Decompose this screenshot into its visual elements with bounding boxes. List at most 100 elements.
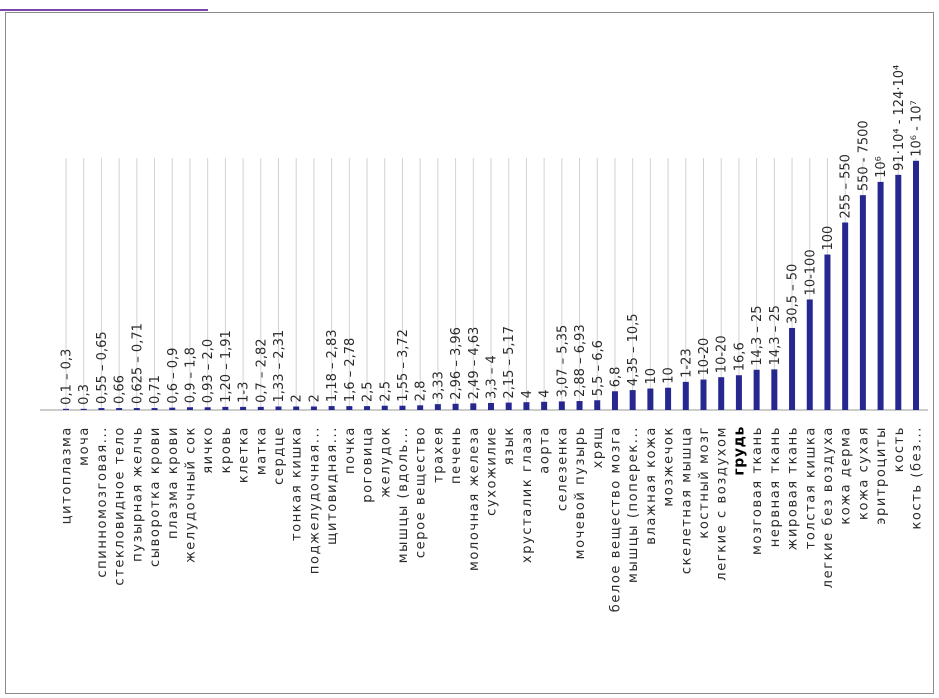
category-tick-label: стекловидное тело bbox=[113, 426, 128, 586]
bar-value-label: 2 bbox=[307, 394, 322, 402]
bar bbox=[470, 403, 477, 410]
bar-value-label: 2,5 bbox=[378, 381, 393, 402]
bar-value-label: 2 bbox=[290, 394, 305, 402]
category-tick-label: тонкая кишка bbox=[290, 426, 305, 541]
bar-value-label: 6,8 bbox=[608, 367, 623, 388]
category-tick-label: яичко bbox=[201, 426, 216, 474]
bar bbox=[204, 407, 211, 410]
bar bbox=[505, 402, 512, 410]
bar-value-label: 91·10⁴ - 124·10⁴ bbox=[892, 65, 907, 171]
chart-frame bbox=[5, 12, 934, 694]
bar bbox=[275, 406, 282, 410]
bar bbox=[417, 405, 424, 410]
bar-value-label: 1,6 – 2,78 bbox=[343, 338, 358, 402]
bar-value-label: 0,1 – 0,3 bbox=[60, 349, 75, 405]
category-tick-label: серое вещество bbox=[414, 426, 429, 558]
bar bbox=[629, 390, 636, 410]
category-tick-label: грудь bbox=[731, 426, 747, 476]
bar bbox=[647, 388, 654, 410]
bar-value-label: 10-100 bbox=[803, 249, 818, 295]
bar bbox=[806, 299, 813, 410]
bar-value-label: 100 bbox=[821, 226, 836, 251]
bar bbox=[859, 195, 866, 410]
bar bbox=[98, 408, 105, 410]
bar bbox=[541, 401, 548, 410]
bar bbox=[399, 405, 406, 410]
bar-value-label: 2,49 – 4,63 bbox=[467, 327, 482, 400]
bar-value-label: 0,93 – 2,0 bbox=[201, 339, 216, 403]
bar-value-label: 1-3 bbox=[237, 382, 252, 403]
bar-value-label: 2,5 bbox=[361, 381, 376, 402]
category-labels: цитоплазма моча спинномозговая... стекловид… bbox=[60, 426, 925, 612]
bar-value-label: 10-20 bbox=[697, 338, 712, 376]
category-tick-label: роговица bbox=[361, 426, 376, 503]
bar-value-label: 0,9 – 1,8 bbox=[183, 347, 198, 403]
category-tick-label: легкие с воздухом bbox=[715, 426, 730, 581]
bar bbox=[789, 327, 796, 410]
category-tick-label: кость bbox=[892, 426, 907, 472]
bar-value-label: 0,6 – 0,9 bbox=[166, 348, 181, 404]
bar bbox=[877, 181, 884, 410]
bar bbox=[700, 379, 707, 410]
bars bbox=[63, 160, 919, 410]
bar bbox=[63, 408, 69, 410]
bar-value-label: 10 bbox=[662, 367, 677, 384]
category-tick-label: мышцы (поперек... bbox=[626, 426, 641, 583]
category-tick-label: белое вещество мозга bbox=[608, 426, 623, 612]
bar-value-label: 10 bbox=[644, 368, 659, 385]
bar-value-label: 10-20 bbox=[715, 335, 730, 373]
bar-value-label: 4 bbox=[538, 390, 553, 398]
bar bbox=[310, 406, 317, 410]
bar-value-label: 10⁶ bbox=[874, 156, 889, 178]
bar-value-label: 255 – 550 bbox=[839, 154, 854, 218]
category-tick-label: спинномозговая... bbox=[95, 426, 110, 578]
category-tick-label: цитоплазма bbox=[60, 426, 75, 524]
category-tick-label: поджелудочная... bbox=[307, 426, 322, 574]
bar-value-label: 1,20 – 1,91 bbox=[219, 330, 234, 403]
bar bbox=[364, 406, 371, 410]
bar bbox=[913, 160, 919, 410]
bar-value-label: 3,33 bbox=[431, 371, 446, 400]
category-tick-label: аорта bbox=[538, 426, 553, 474]
category-tick-label: хрящ bbox=[591, 426, 606, 468]
bar-value-label: 4,35 – 10,5 bbox=[626, 313, 641, 386]
category-tick-label: селезенка bbox=[555, 426, 570, 511]
category-tick-label: мышцы (вдоль... bbox=[396, 426, 411, 563]
bar-value-label: 0,7 – 2,82 bbox=[254, 338, 269, 402]
bar-value-label: 5,5 – 6,6 bbox=[591, 340, 606, 396]
category-tick-label: толстая кишка bbox=[803, 426, 818, 549]
bar bbox=[682, 381, 689, 410]
category-tick-label: желудок bbox=[378, 426, 393, 498]
top-accent-bar bbox=[0, 0, 208, 11]
bar-value-label: 550 - 7500 bbox=[856, 120, 871, 191]
bar bbox=[240, 406, 247, 410]
bar-value-label: 3,3 – 4 bbox=[485, 355, 500, 399]
bar-value-label: 14,3 – 25 bbox=[768, 305, 783, 365]
category-tick-label: почка bbox=[343, 426, 358, 474]
bar-value-label: 0,71 bbox=[148, 375, 163, 404]
category-tick-label: кожа сухая bbox=[856, 426, 871, 520]
bar-value-label: 16,6 bbox=[732, 342, 747, 371]
category-tick-label: жировая ткань bbox=[786, 426, 801, 550]
category-tick-label: моча bbox=[77, 426, 92, 466]
category-tick-label: плазма крови bbox=[166, 426, 181, 539]
bar bbox=[576, 401, 583, 410]
category-tick-label: трахея bbox=[431, 426, 446, 483]
bar-value-label: 2,88 – 6,93 bbox=[573, 324, 588, 397]
bar bbox=[80, 408, 87, 410]
category-tick-label: влажная кожа bbox=[644, 426, 659, 545]
bar-value-label: 10⁶ - 10⁷ bbox=[910, 100, 925, 156]
category-tick-label: сухожилие bbox=[485, 426, 500, 516]
bar bbox=[381, 405, 388, 410]
bar bbox=[842, 222, 849, 410]
bar bbox=[346, 406, 353, 410]
category-tick-label: мочевой пузырь bbox=[573, 426, 588, 559]
bar-value-label: 3,07 – 5,35 bbox=[555, 325, 570, 398]
bar bbox=[293, 406, 300, 410]
bar-value-label: 30,5 – 50 bbox=[786, 264, 801, 324]
bar bbox=[824, 254, 831, 410]
bar bbox=[771, 369, 778, 410]
bar bbox=[488, 402, 494, 410]
bar-value-label: 0,66 bbox=[113, 375, 128, 404]
